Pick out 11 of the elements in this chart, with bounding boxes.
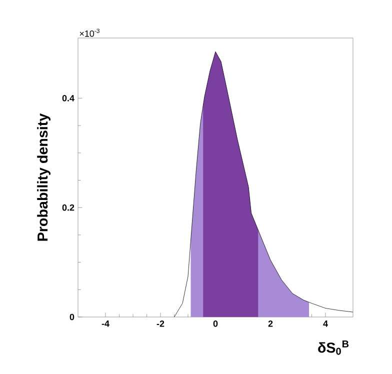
y-tick-label: 0 xyxy=(70,314,74,320)
x-axis-title: δS$_{0}$B xyxy=(318,340,349,355)
x-tick-label: 0 xyxy=(213,320,218,327)
y-tick-label: 0.2 xyxy=(62,204,74,211)
x-tick-label: -2 xyxy=(156,320,164,327)
text: ×10$^{-3}$ xyxy=(80,28,100,37)
x-tick-label: 2 xyxy=(268,320,273,327)
y-axis-title: Probability density xyxy=(37,113,50,241)
y-tick-label: 0.4 xyxy=(62,94,74,102)
x-tick-label: -4 xyxy=(102,320,110,327)
x-tick-label: 4 xyxy=(323,320,328,327)
